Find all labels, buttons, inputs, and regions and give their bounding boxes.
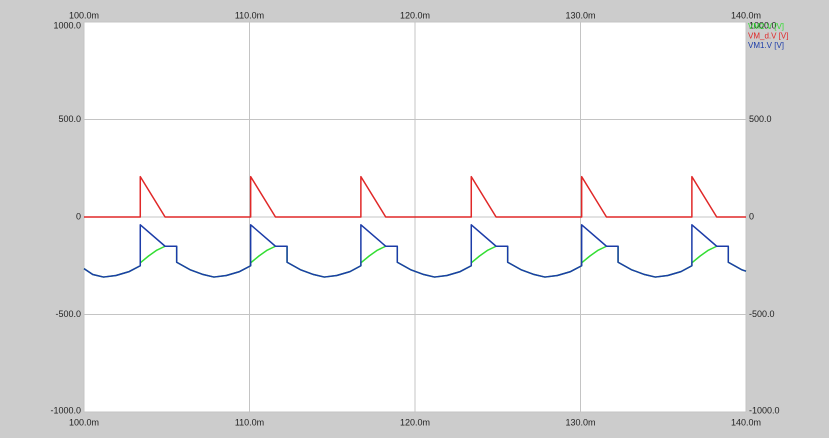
x-tick-label: 130.0m [565,417,595,427]
x-tick-label: 100.0m [69,10,99,20]
y-tick-label: -500.0 [55,309,81,319]
x-tick-label: 120.0m [400,417,430,427]
x-tick-label: 140.0m [731,10,761,20]
legend-entry: VM_d.V [V] [748,32,788,41]
x-tick-label: 140.0m [731,417,761,427]
y-tick-label: -500.0 [749,309,775,319]
x-tick-label: 120.0m [400,10,430,20]
legend-entry: VM1.V [V] [748,41,784,50]
y-tick-label: 0 [749,211,754,221]
y-tick-label: 1000.0 [53,20,81,30]
x-tick-label: 130.0m [565,10,595,20]
y-tick-label: -1000.0 [749,405,780,415]
x-tick-label: 110.0m [235,10,264,20]
y-tick-label: 500.0 [58,114,81,124]
y-tick-label: 1000.0 [749,20,777,30]
x-tick-label: 100.0m [69,417,99,427]
series-line [83,224,747,278]
y-tick-label: 0 [76,211,81,221]
x-tick-label: 110.0m [235,417,264,427]
series-line [84,175,746,218]
y-tick-label: 500.0 [749,114,772,124]
legend-entry: VM2.V [V] [748,22,784,31]
y-tick-label: -1000.0 [50,405,81,415]
